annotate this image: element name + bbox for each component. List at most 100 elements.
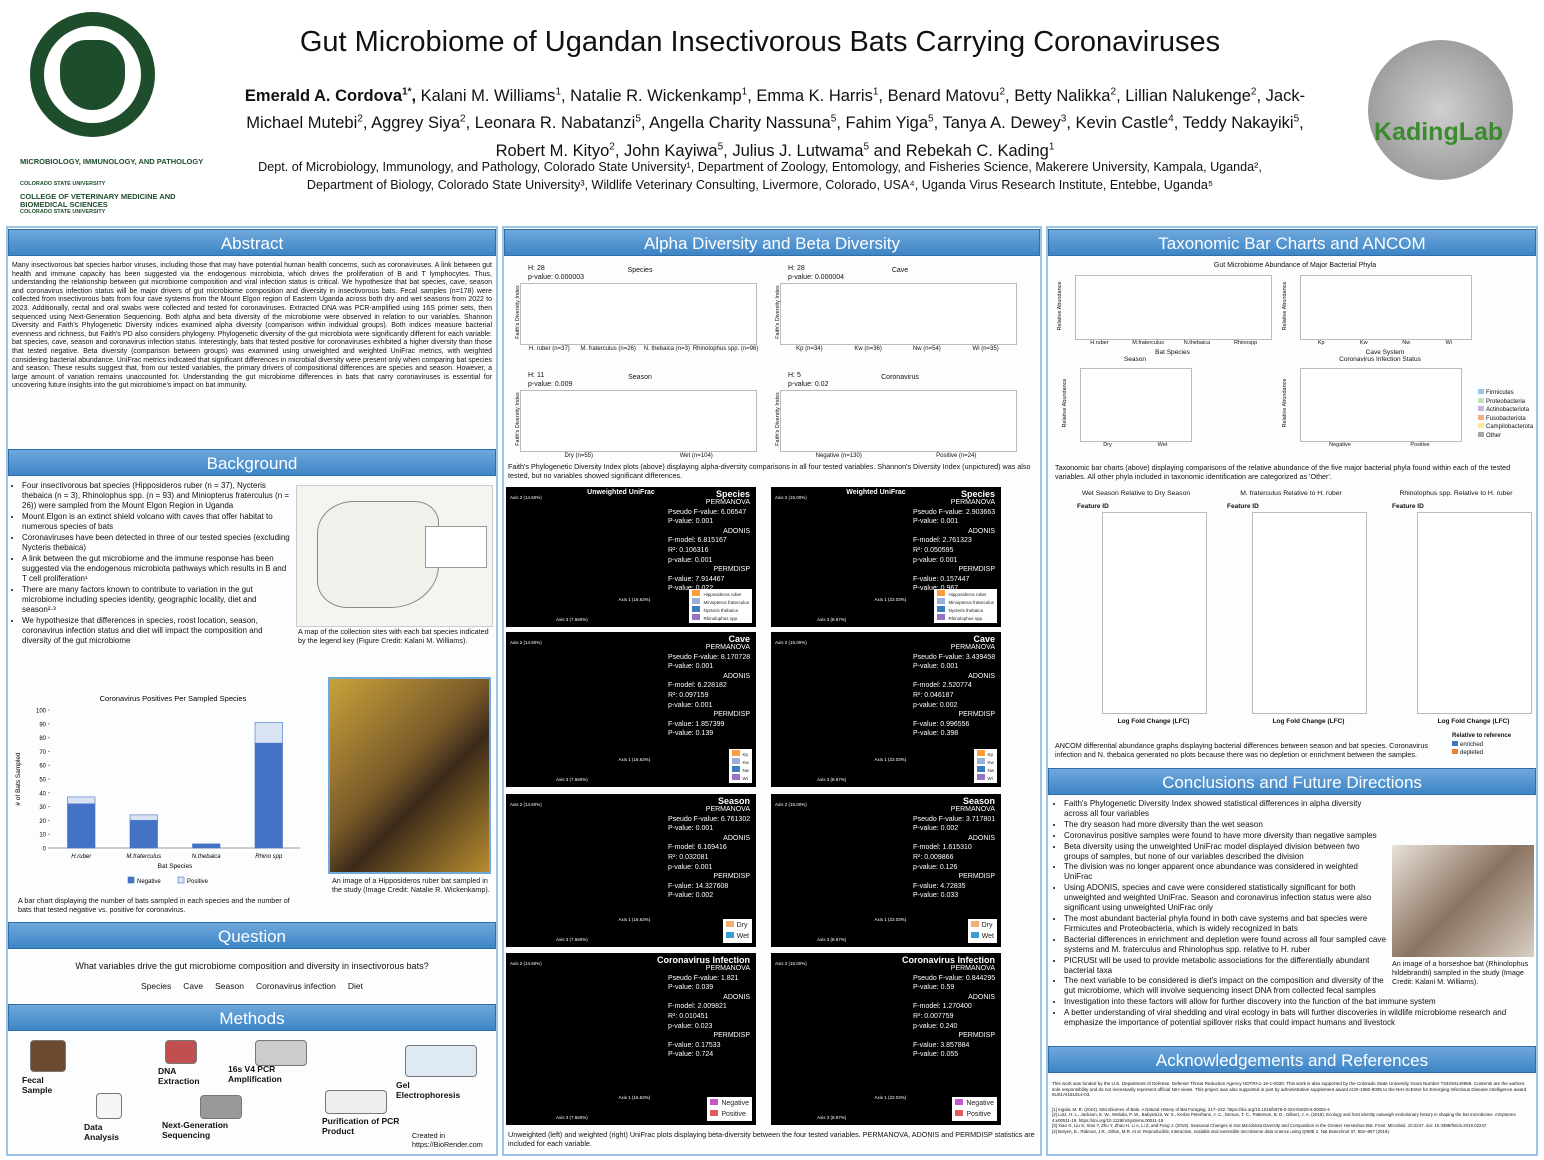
pcoa-stat: R²: 0.010451 — [668, 1013, 709, 1020]
alpha-plot-frame — [520, 390, 757, 452]
pcoa-stat: F-model: 1.615310 — [913, 844, 972, 852]
author: Benard Matovu2, — [887, 86, 1015, 105]
pcoa-axis: Axis 1 (22.03%) — [874, 757, 907, 762]
pcoa-axis: Axis 1 (16.63%) — [618, 917, 651, 922]
legend-swatch — [692, 606, 701, 612]
ancom-lfc-label: Log Fold Change (LFC) — [1437, 718, 1510, 725]
alpha-caption: Faith's Phylogenetic Diversity Index plo… — [508, 462, 1031, 480]
author-name: Leonara R. Nabatanzi — [474, 114, 636, 132]
pcoa-stat: p-value: 0.240 — [913, 1022, 958, 1030]
author-name: Betty Nalikka — [1014, 86, 1111, 105]
method-step: Data Analysis — [84, 1122, 119, 1142]
tax-subtitle: Cave System — [1365, 349, 1405, 356]
pcoa-axis: Axis 2 (14.60%) — [510, 495, 542, 500]
legend-label: Positive — [721, 1111, 746, 1118]
tax-category: Wet — [1157, 442, 1168, 448]
pcoa-stat: PERMANOVA — [950, 499, 995, 506]
pcoa-stat: PERMANOVA — [705, 965, 750, 972]
abstract-text: Many insectivorous bat species harbor vi… — [12, 262, 492, 390]
bullet: Using ADONIS, species and cave were cons… — [1064, 883, 1534, 913]
background-bullets: Four insectivorous bat species (Hipposid… — [10, 481, 292, 647]
pcoa-legend: Negative Positive — [952, 1097, 997, 1121]
legend-swatch — [937, 614, 946, 620]
pcoa-stat: PERMDISP — [713, 711, 750, 719]
legend-entry: Nw — [731, 766, 749, 774]
bullet: The dry season had more diversity than t… — [1064, 820, 1534, 830]
legend-label: Nycteris thebaica — [948, 608, 983, 613]
tax-category: Kp — [1317, 340, 1325, 346]
pcoa-axis: Axis 2 (15.00%) — [775, 640, 807, 645]
tax-plot-frame — [1075, 275, 1272, 340]
legend-label: Rhinolophus spp. — [703, 616, 739, 621]
pcoa-title: Cave — [973, 634, 995, 644]
logo-text: COLORADO STATE UNIVERSITY — [20, 209, 106, 215]
alpha-plot-frame — [780, 283, 1017, 345]
alpha-group-label: Rhinolophus spp. (n=96) — [692, 346, 759, 352]
pcoa-panel: Cave PERMANOVA Pseudo F-value: 8.170728 P-v… — [506, 632, 756, 787]
bar-segment — [192, 843, 221, 849]
legend-entry: Wi — [731, 774, 750, 782]
author: Emerald A. Cordova1*, — [244, 86, 421, 105]
y-tick-label: 50 — [39, 778, 46, 784]
ancom-feature-label: Feature ID — [1077, 503, 1109, 510]
bullet: There are many factors known to contribu… — [22, 585, 292, 615]
bar-segment — [254, 742, 283, 849]
logo-ram — [60, 40, 125, 110]
legend-swatch — [692, 614, 701, 620]
alpha-p: p-value: 0.009 — [528, 381, 573, 388]
pcoa-stat: R²: 0.009866 — [913, 854, 954, 861]
legend-label: Negative — [966, 1100, 994, 1107]
pcoa-stat: F-model: 1.270400 — [913, 1003, 972, 1011]
section-heading: Background — [8, 449, 496, 476]
author: Natalie R. Wickenkamp1, — [570, 86, 757, 105]
bullet: The next variable to be considered is di… — [1064, 976, 1534, 996]
pcoa-axis: Axis 2 (14.60%) — [510, 802, 542, 807]
y-tick-label: 80 — [39, 736, 46, 742]
pcoa-panel: Season PERMANOVA Pseudo F-value: 3.717801 P… — [771, 794, 1001, 947]
pcoa-stat: PERMDISP — [713, 1032, 750, 1040]
bullet: Beta diversity using the unweighted UniF… — [1064, 842, 1534, 862]
pcoa-stat: ADONIS — [723, 672, 750, 680]
legend-entry: Rhinolophus spp. — [692, 614, 749, 622]
pcoa-stat: ADONIS — [723, 993, 750, 1001]
bullet: Four insectivorous bat species (Hipposid… — [22, 481, 292, 511]
author-affiliation: 3 — [1060, 113, 1067, 125]
pcoa-stat: F-value: 3.857884 — [913, 1041, 970, 1049]
pcoa-stat: PERMDISP — [713, 566, 750, 574]
ancom-plot-frame — [1417, 512, 1532, 714]
pcoa-stat: p-value: 0.126 — [913, 863, 958, 871]
y-tick-label: 40 — [39, 791, 46, 797]
reference: [2] Lutz, H. L., Jackson, E. W., Webala,… — [1052, 1112, 1516, 1123]
legend-swatch — [731, 766, 740, 772]
pcoa-stat: p-value: 0.001 — [913, 556, 958, 564]
pcoa-axis: Axis 1 (22.03%) — [874, 597, 907, 602]
pcoa-stat: ADONIS — [968, 834, 995, 842]
bar-segment — [129, 820, 158, 849]
pcoa-title: Coronavirus Infection — [656, 955, 750, 965]
tax-subtitle: Bat Species — [1155, 349, 1190, 356]
author: John Kayiwa5, — [624, 141, 733, 160]
legend-swatch — [937, 606, 946, 612]
legend-label: Hipposideros ruber — [948, 592, 987, 597]
legend-swatch — [725, 921, 734, 927]
pcoa-stat: PERMDISP — [958, 873, 995, 881]
legend-label: Nw — [987, 768, 995, 773]
author-name: Kalani M. Williams — [420, 86, 556, 105]
bullet: Faith's Phylogenetic Diversity Index sho… — [1064, 799, 1534, 819]
author: Tanya A. Dewey3, — [942, 113, 1076, 133]
y-tick-label: 90 — [39, 722, 46, 728]
pcoa-stat: F-value: 4.72835 — [913, 882, 966, 890]
pcoa-stat: Pseudo F-value: 3.439458 — [913, 653, 996, 661]
method-step: Fecal Sample — [22, 1075, 53, 1095]
pcoa-stat: ADONIS — [723, 834, 750, 842]
pcoa-stat: R²: 0.007759 — [913, 1013, 954, 1020]
legend-entry: Hipposideros ruber — [692, 590, 749, 598]
method-icon — [325, 1090, 387, 1114]
alpha-p: p-value: 0.000004 — [788, 274, 845, 281]
pcoa-stat: F-value: 0.157447 — [913, 575, 970, 583]
legend-entry: Kw — [731, 758, 750, 766]
pcoa-legend: Kp Kw Nw Wi — [973, 749, 997, 783]
bullet: Bacterial differences in enrichment and … — [1064, 935, 1534, 955]
author-affiliation: 1 — [555, 86, 561, 97]
